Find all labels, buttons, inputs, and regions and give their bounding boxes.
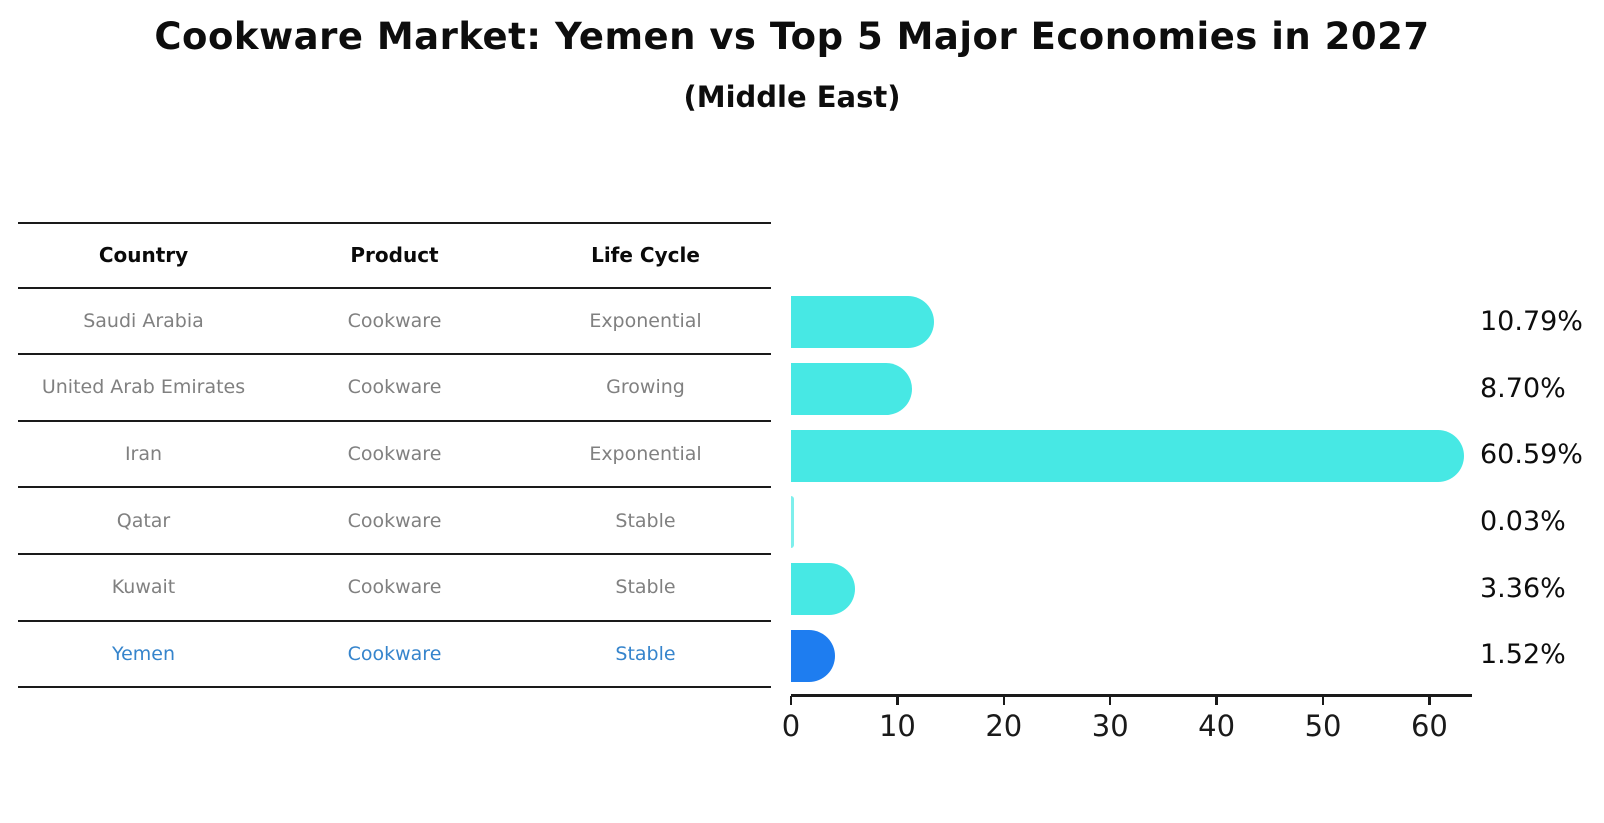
table-row: United Arab Emirates Cookware Growing xyxy=(18,355,771,422)
x-axis-tick xyxy=(1321,696,1325,705)
value-label: 60.59% xyxy=(1480,439,1583,471)
cell-product: Cookware xyxy=(347,576,442,599)
cell-product: Cookware xyxy=(347,376,442,399)
bar-row: 8.70% xyxy=(791,356,1604,423)
cell-country: Saudi Arabia xyxy=(83,309,204,332)
table-row: Kuwait Cookware Stable xyxy=(18,555,771,622)
cell-life-cycle: Stable xyxy=(615,576,676,599)
bar-row: 0.03% xyxy=(791,489,1604,556)
table-row: Iran Cookware Exponential xyxy=(18,422,771,489)
bar-row: 3.36% xyxy=(791,556,1604,623)
x-axis-tick-label: 20 xyxy=(985,709,1023,743)
value-bar xyxy=(791,496,794,549)
bar-row: 60.59% xyxy=(791,422,1604,489)
value-bar xyxy=(791,562,855,615)
x-axis-tick-label: 60 xyxy=(1410,709,1448,743)
table-header-row: Country Product Life Cycle xyxy=(18,224,771,289)
x-axis-line xyxy=(791,694,1472,697)
value-bar xyxy=(791,296,934,349)
bar-row: 1.52% xyxy=(791,622,1604,689)
x-axis-tick xyxy=(1215,696,1218,705)
cell-product: Cookware xyxy=(347,643,442,666)
cell-life-cycle: Exponential xyxy=(589,443,702,466)
chart-title: Cookware Market: Yemen vs Top 5 Major Ec… xyxy=(154,15,1430,58)
value-label: 1.52% xyxy=(1480,639,1566,671)
value-bar xyxy=(791,362,912,415)
x-axis-tick-label: 10 xyxy=(878,709,916,743)
x-axis: 0 10 20 30 40 50 60 xyxy=(782,696,1531,766)
column-header-product: Product xyxy=(350,243,439,268)
column-header-life-cycle: Life Cycle xyxy=(591,243,700,268)
value-label: 0.03% xyxy=(1480,506,1566,537)
x-axis-tick xyxy=(896,696,899,705)
cell-product: Cookware xyxy=(347,309,442,332)
bar-plot: 10.79% 8.70% 60.59% 0.03% 3.36% 1.52% xyxy=(791,289,1604,689)
cell-country: Iran xyxy=(124,443,163,466)
bar-row: 10.79% xyxy=(791,289,1604,356)
cell-life-cycle: Growing xyxy=(606,376,685,399)
column-header-country: Country xyxy=(98,243,189,268)
cell-life-cycle: Stable xyxy=(615,509,676,532)
cell-country: Kuwait xyxy=(111,576,176,599)
cell-life-cycle: Stable xyxy=(615,643,676,666)
x-axis-tick-label: 0 xyxy=(781,709,801,743)
value-label: 3.36% xyxy=(1480,572,1566,604)
table-row: Yemen Cookware Stable xyxy=(18,622,771,689)
chart-subtitle: (Middle East) xyxy=(683,80,901,114)
table-row: Saudi Arabia Cookware Exponential xyxy=(18,289,771,356)
x-axis-tick xyxy=(1108,696,1112,705)
value-bar xyxy=(791,429,1464,482)
cell-country: United Arab Emirates xyxy=(41,376,246,399)
table-row: Qatar Cookware Stable xyxy=(18,488,771,556)
value-label: 8.70% xyxy=(1480,372,1566,404)
x-axis-tick xyxy=(1428,696,1431,705)
x-axis-tick xyxy=(1002,696,1006,705)
cell-product: Cookware xyxy=(347,443,442,466)
value-label: 10.79% xyxy=(1480,306,1583,337)
cell-country: Qatar xyxy=(116,509,171,532)
cell-product: Cookware xyxy=(347,509,442,532)
cell-country: Yemen xyxy=(111,643,175,666)
x-axis-tick-label: 50 xyxy=(1304,709,1342,743)
x-axis-tick-label: 30 xyxy=(1091,709,1129,743)
table-body: Saudi Arabia Cookware Exponential United Ar… xyxy=(18,289,771,689)
cell-life-cycle: Exponential xyxy=(589,309,702,332)
x-axis-tick-label: 40 xyxy=(1198,709,1236,743)
x-axis-tick xyxy=(789,696,793,705)
value-bar xyxy=(791,629,836,682)
info-table: Country Product Life Cycle Saudi Arabia C… xyxy=(18,222,771,689)
